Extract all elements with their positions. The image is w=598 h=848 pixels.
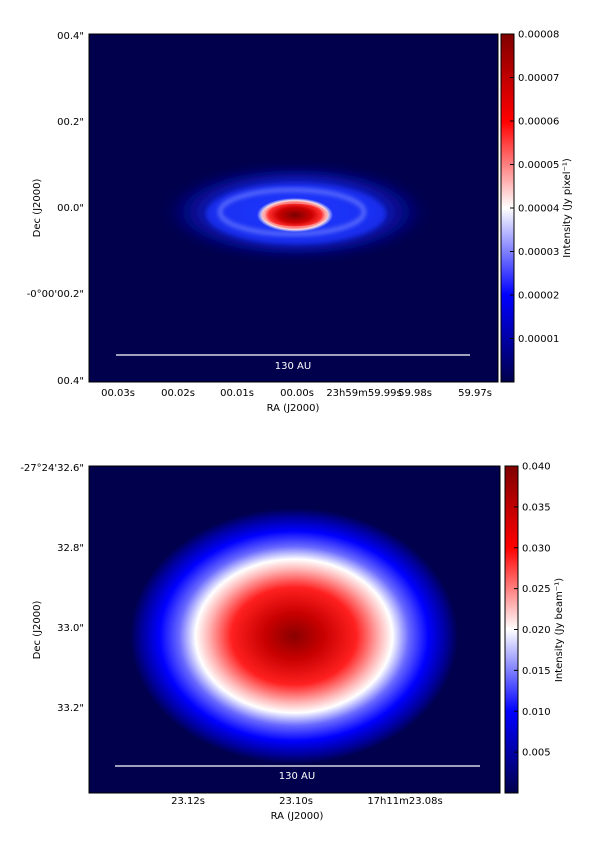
bottom-panel: 130 AU -27°24'32.6" 32.8" 33.0" 33.2" 23… <box>20 462 565 823</box>
bottom-colorbar-ticks: 0.005 0.010 0.015 0.020 0.025 0.030 0.035 0.040 <box>514 462 551 759</box>
bottom-x-ticks: 23.12s 23.10s 17h11m23.08s <box>171 796 443 807</box>
top-plot-frame <box>88 33 499 383</box>
bottom-colorbar-tick-label: 0.015 <box>522 666 551 677</box>
top-colorbar-tick-label: 0.00005 <box>518 160 559 171</box>
top-core-ring <box>262 202 328 228</box>
bottom-y-tick: -27°24'32.6" <box>20 463 84 474</box>
top-core <box>257 198 333 232</box>
top-colorbar-tick-label: 0.00008 <box>518 30 559 41</box>
top-x-tick: 00.01s <box>220 388 254 399</box>
top-ring <box>218 188 366 236</box>
top-x-tick: 00.02s <box>161 388 195 399</box>
bottom-y-tick: 32.8" <box>57 543 84 554</box>
top-y-tick: 00.4" <box>57 31 84 42</box>
top-image: 130 AU <box>89 34 498 382</box>
top-y-tick: -0°00'00.2" <box>27 289 84 300</box>
top-y-tick: 00.4" <box>57 376 84 387</box>
bottom-scalebar-label: 130 AU <box>279 771 315 782</box>
top-x-axis-label: RA (J2000) <box>267 403 320 414</box>
top-colorbar-tick-label: 0.00007 <box>518 73 559 84</box>
top-x-tick: 23h59m59.99s <box>326 388 401 399</box>
top-x-tick: 59.97s <box>458 388 492 399</box>
bottom-colorbar-tick-label: 0.030 <box>522 543 551 554</box>
bottom-colorbar-tick-label: 0.025 <box>522 584 551 595</box>
bottom-plot-frame <box>88 465 501 794</box>
bottom-colorbar-tick-label: 0.040 <box>522 462 551 473</box>
top-colorbar-label: Intensity (Jy pixel⁻¹) <box>562 158 573 258</box>
bottom-y-ticks: -27°24'32.6" 32.8" 33.0" 33.2" <box>20 463 84 714</box>
top-scalebar-label: 130 AU <box>275 361 311 372</box>
bottom-y-axis-label: Dec (J2000) <box>32 601 43 660</box>
top-y-ticks: 00.4" 00.2" 00.0" -0°00'00.2" 00.4" <box>27 31 84 387</box>
bottom-colorbar-label: Intensity (Jy beam⁻¹) <box>554 578 565 682</box>
top-y-tick: 00.0" <box>57 203 84 214</box>
top-x-tick: 00.03s <box>101 388 135 399</box>
bottom-image: 130 AU <box>89 466 500 793</box>
bottom-x-tick: 17h11m23.08s <box>367 796 442 807</box>
bottom-emission-blob <box>130 508 458 764</box>
bottom-colorbar-tick-label: 0.005 <box>522 748 551 759</box>
bottom-colorbar-tick-label: 0.010 <box>522 707 551 718</box>
bottom-x-tick: 23.12s <box>171 796 205 807</box>
bottom-colorbar-tick-label: 0.020 <box>522 625 551 636</box>
top-colorbar-ticks: 0.00001 0.00002 0.00003 0.00004 0.00005 0.000… <box>510 30 559 345</box>
top-panel: 130 AU 00.4" 00.2" 00.0" -0°00'00.2" 00.… <box>27 30 573 415</box>
top-colorbar-tick-label: 0.00001 <box>518 334 559 345</box>
top-x-ticks: 00.03s 00.02s 00.01s 00.00s 23h59m59.99s… <box>101 388 492 399</box>
bottom-x-axis-label: RA (J2000) <box>271 811 324 822</box>
top-x-tick: 00.00s <box>280 388 314 399</box>
top-colorbar-tick-label: 0.00004 <box>518 204 559 215</box>
top-colorbar-tick-label: 0.00003 <box>518 247 559 258</box>
bottom-y-tick: 33.2" <box>57 703 84 714</box>
top-colorbar-tick-label: 0.00006 <box>518 117 559 128</box>
bottom-x-tick: 23.10s <box>279 796 313 807</box>
top-y-axis-label: Dec (J2000) <box>32 179 43 238</box>
bottom-y-tick: 33.0" <box>57 623 84 634</box>
bottom-colorbar-tick-label: 0.035 <box>522 502 551 513</box>
top-y-tick: 00.2" <box>57 117 84 128</box>
top-x-tick: 59.98s <box>398 388 432 399</box>
top-colorbar-tick-label: 0.00002 <box>518 291 559 302</box>
